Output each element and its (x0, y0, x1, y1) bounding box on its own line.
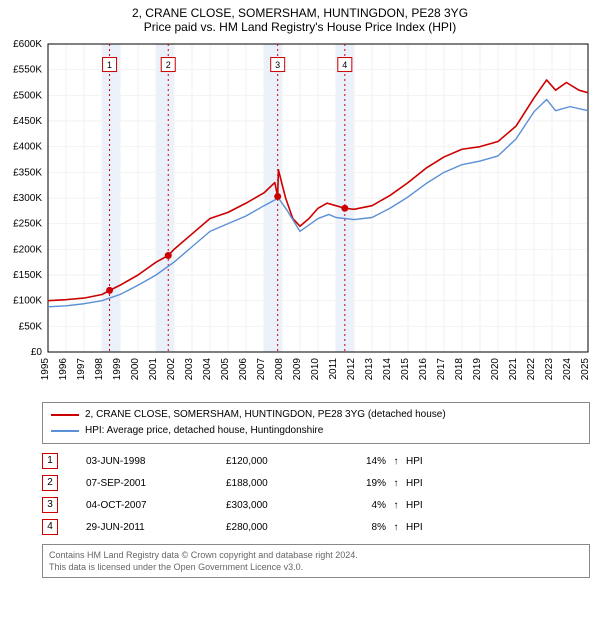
transaction-date: 03-JUN-1998 (86, 456, 226, 467)
svg-text:2019: 2019 (472, 358, 483, 381)
transaction-hpi-label: HPI (406, 522, 446, 533)
svg-text:£600K: £600K (13, 39, 42, 50)
svg-text:£250K: £250K (13, 219, 42, 230)
svg-text:2011: 2011 (328, 358, 339, 380)
transaction-price: £120,000 (226, 456, 336, 467)
transaction-marker: 4 (42, 519, 58, 535)
svg-text:2008: 2008 (274, 358, 285, 381)
svg-text:2005: 2005 (220, 358, 231, 381)
title-address: 2, CRANE CLOSE, SOMERSHAM, HUNTINGDON, P… (8, 6, 592, 20)
transaction-pct: 19% (336, 478, 386, 489)
svg-text:2004: 2004 (202, 358, 213, 381)
svg-text:1: 1 (107, 60, 112, 70)
svg-text:2018: 2018 (454, 358, 465, 381)
svg-text:2: 2 (166, 60, 171, 70)
title-subtitle: Price paid vs. HM Land Registry's House … (8, 20, 592, 34)
transaction-pct: 8% (336, 522, 386, 533)
svg-text:2020: 2020 (490, 358, 501, 381)
svg-text:2014: 2014 (382, 358, 393, 381)
svg-text:3: 3 (275, 60, 280, 70)
transaction-hpi-label: HPI (406, 500, 446, 511)
svg-text:2015: 2015 (400, 358, 411, 381)
footer-line: This data is licensed under the Open Gov… (49, 561, 583, 573)
svg-text:2016: 2016 (418, 358, 429, 381)
transaction-marker: 3 (42, 497, 58, 513)
legend-label: HPI: Average price, detached house, Hunt… (85, 424, 323, 438)
chart-area: £0 £50K £100K £150K £200K £250K £300K £350K £400… (0, 36, 600, 396)
up-arrow-icon: ↑ (386, 500, 406, 511)
svg-text:2003: 2003 (184, 358, 195, 381)
transaction-marker: 1 (42, 453, 58, 469)
svg-text:1996: 1996 (58, 358, 69, 381)
transaction-price: £188,000 (226, 478, 336, 489)
up-arrow-icon: ↑ (386, 478, 406, 489)
transaction-date: 07-SEP-2001 (86, 478, 226, 489)
svg-text:2007: 2007 (256, 358, 267, 381)
footer-line: Contains HM Land Registry data © Crown c… (49, 549, 583, 561)
svg-text:2025: 2025 (580, 358, 591, 381)
svg-text:2009: 2009 (292, 358, 303, 381)
svg-text:£50K: £50K (19, 321, 43, 332)
legend-item: 2, CRANE CLOSE, SOMERSHAM, HUNTINGDON, P… (51, 407, 581, 423)
chart-svg: £0 £50K £100K £150K £200K £250K £300K £350K £400… (0, 36, 600, 396)
transaction-date: 04-OCT-2007 (86, 500, 226, 511)
legend-item: HPI: Average price, detached house, Hunt… (51, 423, 581, 439)
svg-text:£400K: £400K (13, 142, 42, 153)
svg-text:£500K: £500K (13, 90, 42, 101)
svg-text:1999: 1999 (112, 358, 123, 381)
legend-swatch (51, 414, 79, 416)
svg-text:4: 4 (342, 60, 347, 70)
table-row: 3 04-OCT-2007 £303,000 4% ↑ HPI (42, 494, 590, 516)
svg-text:2001: 2001 (148, 358, 159, 381)
transaction-price: £303,000 (226, 500, 336, 511)
footer-attribution: Contains HM Land Registry data © Crown c… (42, 544, 590, 578)
transaction-hpi-label: HPI (406, 478, 446, 489)
svg-text:£450K: £450K (13, 116, 42, 127)
svg-text:£550K: £550K (13, 65, 42, 76)
transactions-table: 1 03-JUN-1998 £120,000 14% ↑ HPI 2 07-SE… (42, 450, 590, 538)
svg-text:2013: 2013 (364, 358, 375, 381)
svg-text:£150K: £150K (13, 270, 42, 281)
svg-text:2006: 2006 (238, 358, 249, 381)
svg-text:2002: 2002 (166, 358, 177, 381)
legend: 2, CRANE CLOSE, SOMERSHAM, HUNTINGDON, P… (42, 402, 590, 444)
svg-text:2017: 2017 (436, 358, 447, 381)
svg-text:1997: 1997 (76, 358, 87, 381)
transaction-hpi-label: HPI (406, 456, 446, 467)
up-arrow-icon: ↑ (386, 522, 406, 533)
svg-text:2022: 2022 (526, 358, 537, 381)
svg-text:£200K: £200K (13, 244, 42, 255)
svg-text:1995: 1995 (40, 358, 51, 381)
transaction-price: £280,000 (226, 522, 336, 533)
up-arrow-icon: ↑ (386, 456, 406, 467)
svg-text:2024: 2024 (562, 358, 573, 381)
svg-text:£0: £0 (31, 347, 43, 358)
legend-label: 2, CRANE CLOSE, SOMERSHAM, HUNTINGDON, P… (85, 408, 446, 422)
table-row: 2 07-SEP-2001 £188,000 19% ↑ HPI (42, 472, 590, 494)
svg-text:2012: 2012 (346, 358, 357, 381)
table-row: 1 03-JUN-1998 £120,000 14% ↑ HPI (42, 450, 590, 472)
transaction-pct: 14% (336, 456, 386, 467)
svg-text:2021: 2021 (508, 358, 519, 381)
transaction-pct: 4% (336, 500, 386, 511)
chart-titles: 2, CRANE CLOSE, SOMERSHAM, HUNTINGDON, P… (0, 0, 600, 36)
svg-text:2000: 2000 (130, 358, 141, 381)
svg-text:2023: 2023 (544, 358, 555, 381)
svg-text:£300K: £300K (13, 193, 42, 204)
page-root: 2, CRANE CLOSE, SOMERSHAM, HUNTINGDON, P… (0, 0, 600, 578)
transaction-date: 29-JUN-2011 (86, 522, 226, 533)
legend-swatch (51, 430, 79, 432)
svg-text:2010: 2010 (310, 358, 321, 381)
table-row: 4 29-JUN-2011 £280,000 8% ↑ HPI (42, 516, 590, 538)
svg-text:1998: 1998 (94, 358, 105, 381)
svg-text:£100K: £100K (13, 296, 42, 307)
transaction-marker: 2 (42, 475, 58, 491)
svg-text:£350K: £350K (13, 167, 42, 178)
